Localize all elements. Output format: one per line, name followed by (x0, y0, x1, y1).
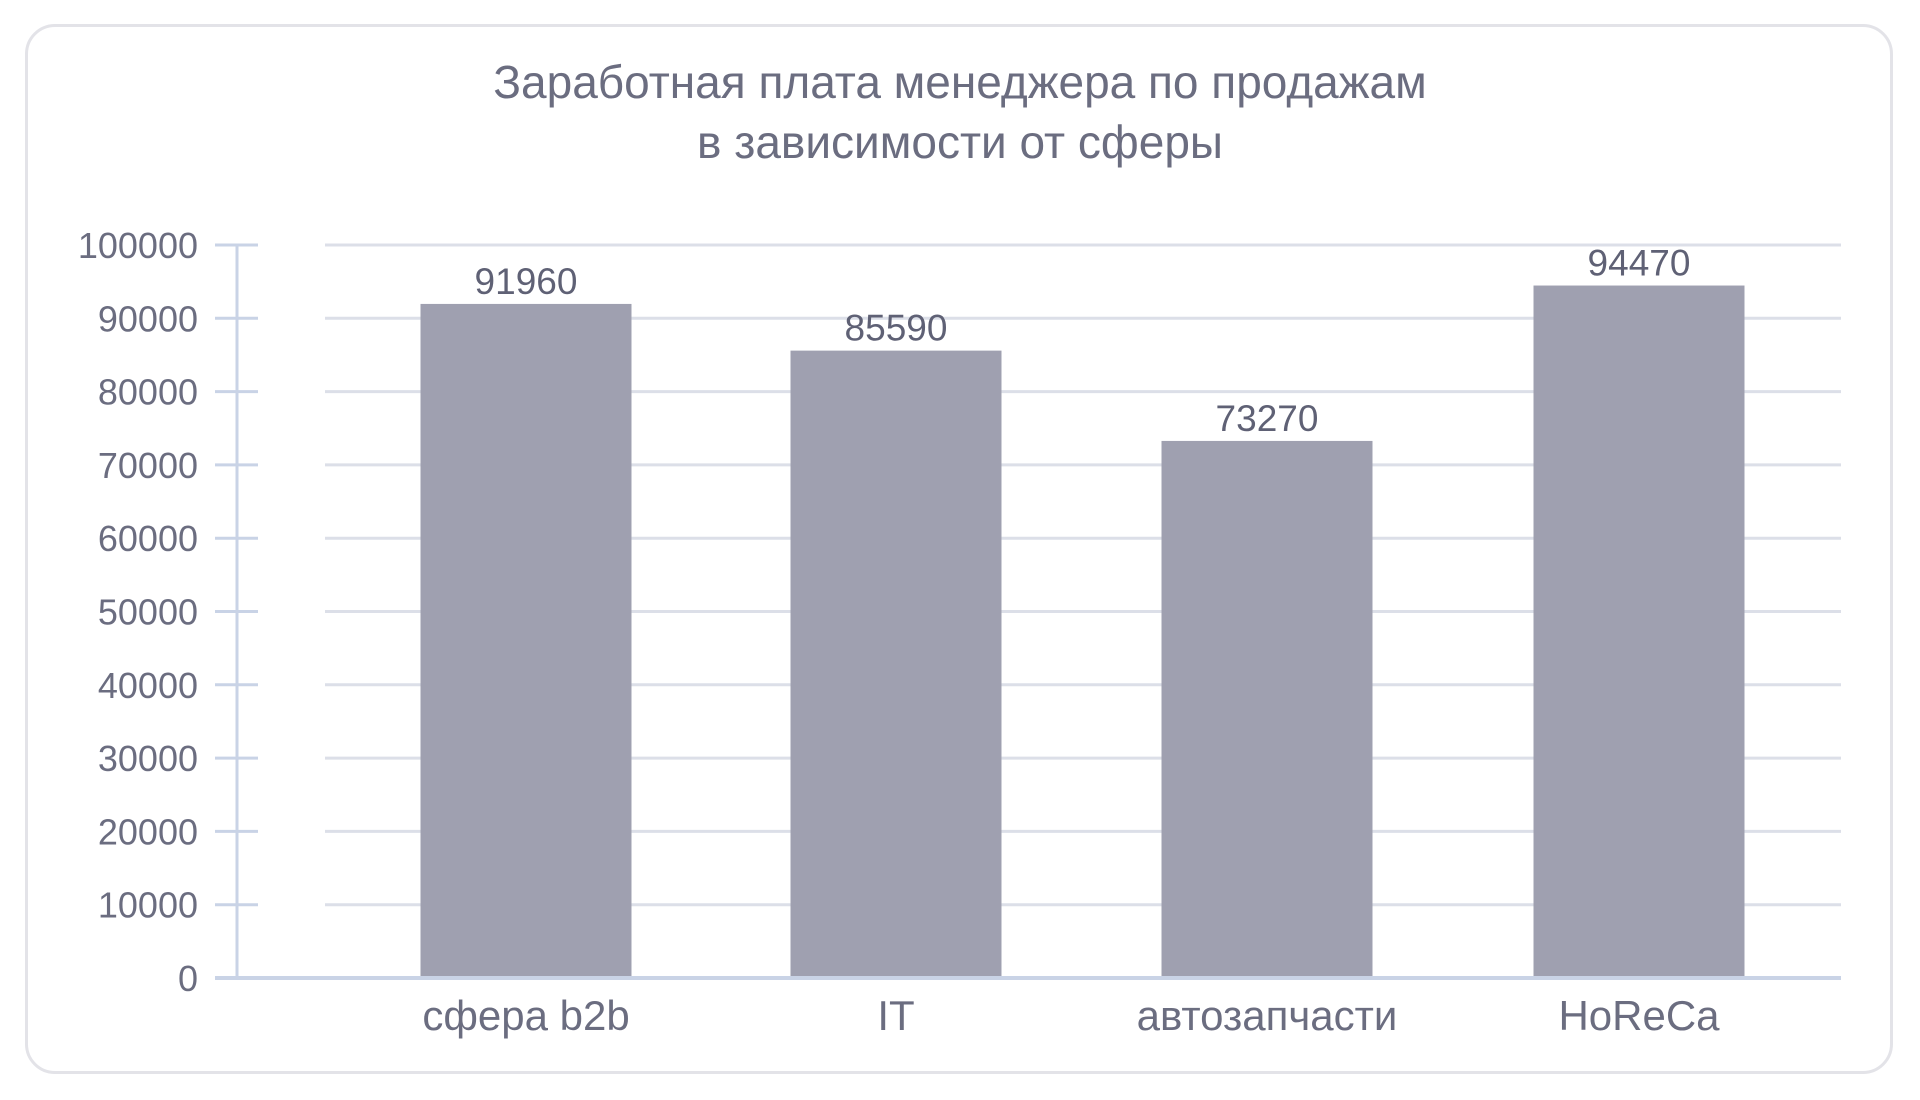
bar (1533, 285, 1745, 978)
x-tick-label: HoReCa (1558, 992, 1720, 1039)
chart-title: Заработная плата менеджера по продажам в… (0, 52, 1920, 172)
bar (420, 303, 632, 978)
y-tick-label: 50000 (98, 592, 198, 633)
y-tick-label: 90000 (98, 298, 198, 339)
chart-title-line-2: в зависимости от сферы (697, 116, 1223, 168)
x-tick-label: автозапчасти (1137, 992, 1398, 1039)
y-tick-label: 20000 (98, 811, 198, 852)
y-tick-label: 40000 (98, 665, 198, 706)
y-tick-label: 60000 (98, 518, 198, 559)
data-label: 94470 (1588, 243, 1691, 284)
y-tick-label: 10000 (98, 885, 198, 926)
data-label: 91960 (475, 261, 578, 302)
y-tick-label: 100000 (78, 225, 198, 266)
data-label: 73270 (1216, 398, 1319, 439)
bar (1161, 440, 1373, 978)
y-tick-label: 30000 (98, 738, 198, 779)
chart-title-line-1: Заработная плата менеджера по продажам (493, 56, 1427, 108)
x-tick-label: IT (877, 992, 914, 1039)
y-tick-label: 70000 (98, 445, 198, 486)
y-tick-label: 80000 (98, 372, 198, 413)
data-label: 85590 (845, 308, 948, 349)
bar (790, 350, 1002, 978)
y-tick-label: 0 (178, 958, 198, 999)
x-tick-label: сфера b2b (422, 992, 629, 1039)
